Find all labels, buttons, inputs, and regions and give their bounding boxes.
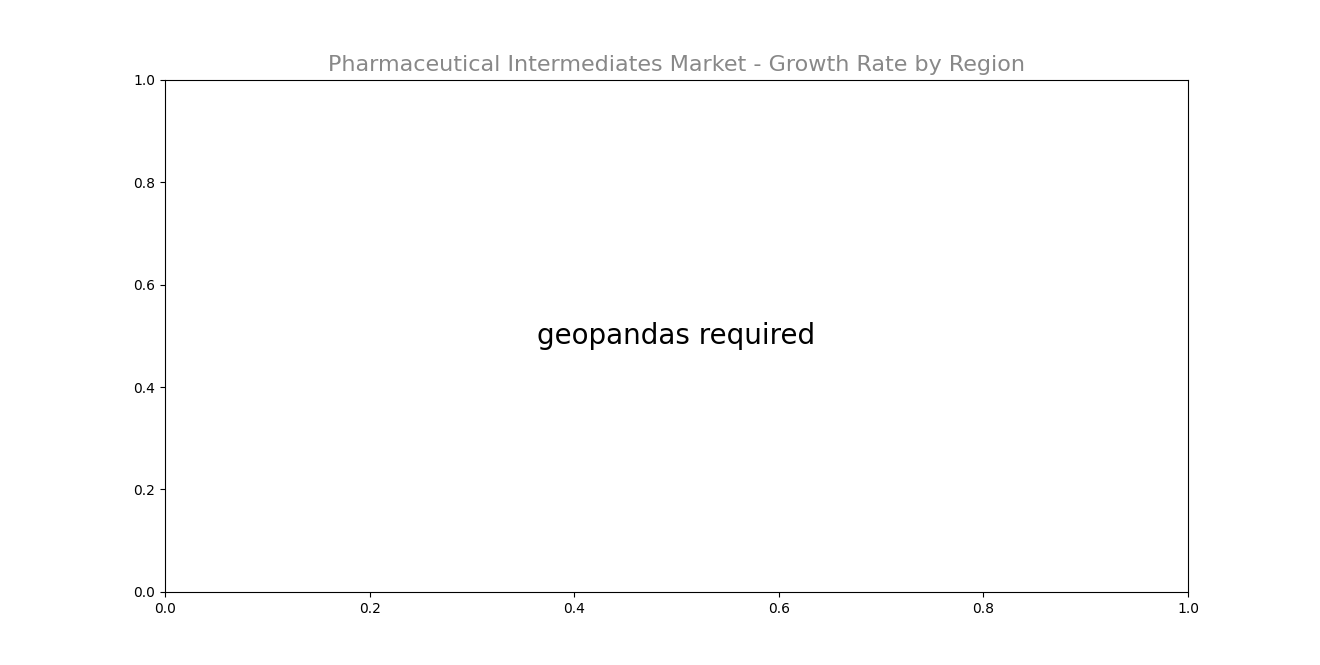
Text: geopandas required: geopandas required [537,322,816,350]
Title: Pharmaceutical Intermediates Market - Growth Rate by Region: Pharmaceutical Intermediates Market - Gr… [327,55,1026,75]
